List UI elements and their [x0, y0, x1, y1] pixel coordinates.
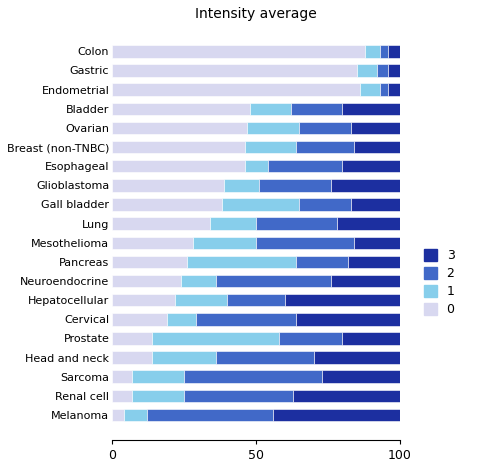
Bar: [348, 256, 400, 268]
Bar: [342, 332, 400, 345]
Legend: 3, 2, 1, 0: 3, 2, 1, 0: [422, 247, 457, 319]
Bar: [228, 294, 285, 306]
Bar: [244, 160, 268, 173]
Bar: [296, 313, 400, 325]
Bar: [354, 141, 400, 153]
Bar: [268, 160, 342, 173]
Bar: [112, 256, 187, 268]
Bar: [146, 409, 274, 421]
Bar: [285, 294, 400, 306]
Bar: [250, 103, 290, 115]
Bar: [112, 83, 360, 96]
Bar: [354, 236, 400, 249]
Bar: [342, 103, 400, 115]
Bar: [112, 103, 250, 115]
Bar: [192, 236, 256, 249]
Bar: [112, 160, 244, 173]
Bar: [290, 103, 343, 115]
Bar: [176, 294, 228, 306]
Bar: [380, 45, 388, 58]
Bar: [331, 179, 400, 191]
Bar: [112, 198, 222, 211]
Bar: [336, 217, 400, 230]
Bar: [256, 217, 336, 230]
Bar: [187, 256, 296, 268]
Bar: [224, 179, 259, 191]
Bar: [377, 64, 388, 76]
Bar: [294, 390, 400, 402]
Bar: [112, 351, 152, 364]
Bar: [296, 141, 354, 153]
Bar: [112, 217, 210, 230]
Bar: [216, 275, 331, 287]
Bar: [216, 351, 314, 364]
Bar: [210, 217, 256, 230]
Bar: [244, 141, 296, 153]
Bar: [112, 371, 132, 383]
Bar: [388, 45, 400, 58]
Title: Intensity average: Intensity average: [195, 7, 317, 21]
Bar: [342, 160, 400, 173]
Bar: [152, 332, 279, 345]
Bar: [351, 198, 400, 211]
Bar: [196, 313, 296, 325]
Bar: [357, 64, 377, 76]
Bar: [388, 83, 400, 96]
Bar: [222, 198, 299, 211]
Bar: [360, 83, 380, 96]
Bar: [112, 409, 124, 421]
Bar: [112, 45, 366, 58]
Bar: [322, 371, 400, 383]
Bar: [380, 83, 388, 96]
Bar: [351, 121, 400, 134]
Bar: [124, 409, 146, 421]
Bar: [181, 275, 216, 287]
Bar: [112, 332, 152, 345]
Bar: [314, 351, 400, 364]
Bar: [184, 371, 322, 383]
Bar: [279, 332, 342, 345]
Bar: [184, 390, 294, 402]
Bar: [112, 294, 176, 306]
Bar: [112, 275, 181, 287]
Bar: [299, 198, 351, 211]
Bar: [388, 64, 400, 76]
Bar: [112, 141, 244, 153]
Bar: [256, 236, 354, 249]
Bar: [274, 409, 400, 421]
Bar: [152, 351, 216, 364]
Bar: [112, 390, 132, 402]
Bar: [366, 45, 380, 58]
Bar: [112, 236, 192, 249]
Bar: [112, 121, 248, 134]
Bar: [299, 121, 351, 134]
Bar: [132, 371, 184, 383]
Bar: [112, 179, 224, 191]
Bar: [296, 256, 348, 268]
Bar: [167, 313, 196, 325]
Bar: [331, 275, 400, 287]
Bar: [248, 121, 299, 134]
Bar: [259, 179, 331, 191]
Bar: [112, 313, 167, 325]
Bar: [112, 64, 357, 76]
Bar: [132, 390, 184, 402]
